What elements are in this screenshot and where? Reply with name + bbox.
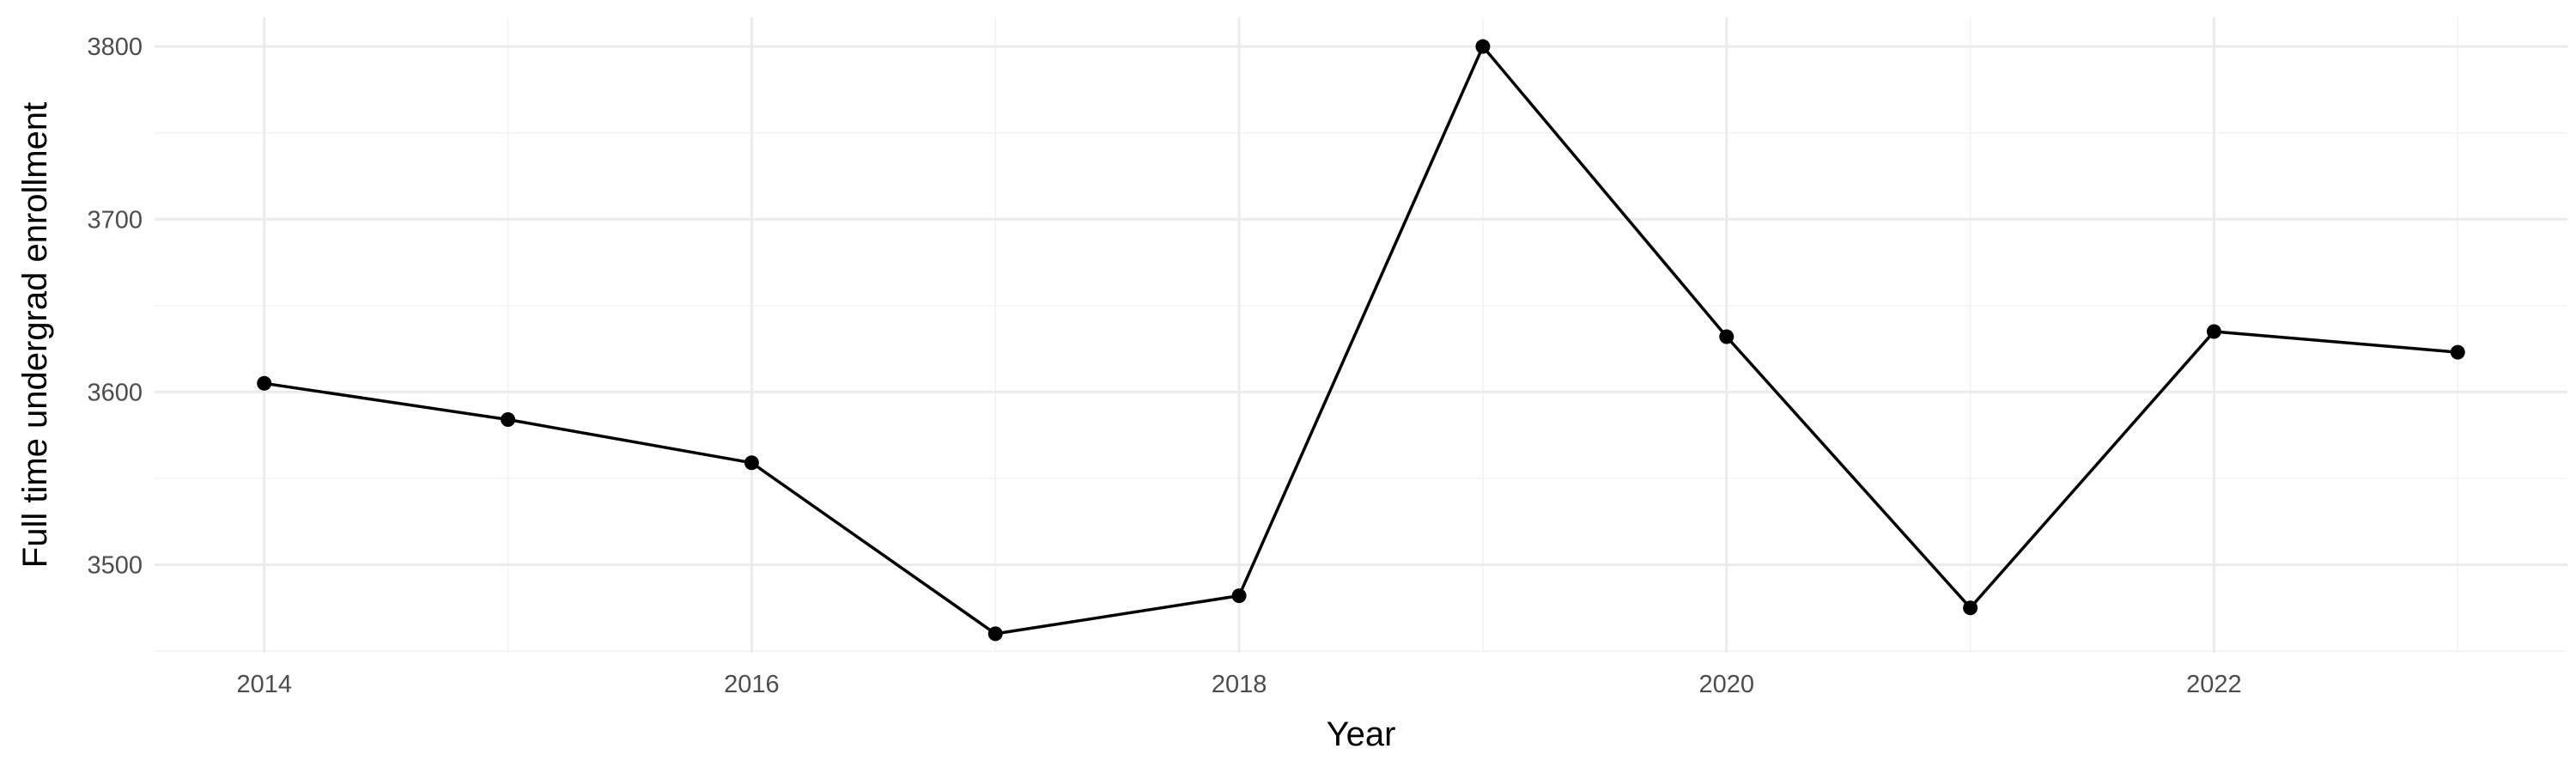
- y-axis-title: Full time undergrad enrollment: [16, 102, 54, 568]
- grid: [155, 17, 2567, 653]
- y-tick-label: 3800: [87, 33, 143, 61]
- x-tick-label: 2020: [1698, 671, 1754, 698]
- x-tick-label: 2018: [1212, 671, 1267, 698]
- data-point: [257, 375, 272, 391]
- data-point: [1231, 588, 1247, 604]
- data-point: [987, 626, 1003, 642]
- y-axis-ticks: 3500 3600 3700 3800: [87, 33, 143, 579]
- x-tick-label: 2016: [724, 671, 780, 698]
- data-point: [501, 412, 516, 428]
- x-axis-ticks: 2014 2016 2018 2020 2022: [236, 671, 2241, 698]
- data-point: [1963, 600, 1978, 616]
- series-line: [264, 45, 2458, 636]
- y-tick-label: 3500: [87, 551, 143, 579]
- data-point: [1475, 39, 1491, 54]
- x-tick-label: 2014: [236, 671, 292, 698]
- points-layer: [257, 39, 2465, 642]
- y-tick-label: 3600: [87, 379, 143, 406]
- series-layer: [264, 45, 2458, 636]
- data-point: [1719, 329, 1735, 344]
- data-point: [2206, 324, 2221, 339]
- data-point: [744, 455, 759, 471]
- x-axis-title: Year: [1327, 715, 1396, 753]
- x-tick-label: 2022: [2186, 671, 2242, 698]
- y-tick-label: 3700: [87, 206, 143, 234]
- data-point: [2450, 344, 2465, 360]
